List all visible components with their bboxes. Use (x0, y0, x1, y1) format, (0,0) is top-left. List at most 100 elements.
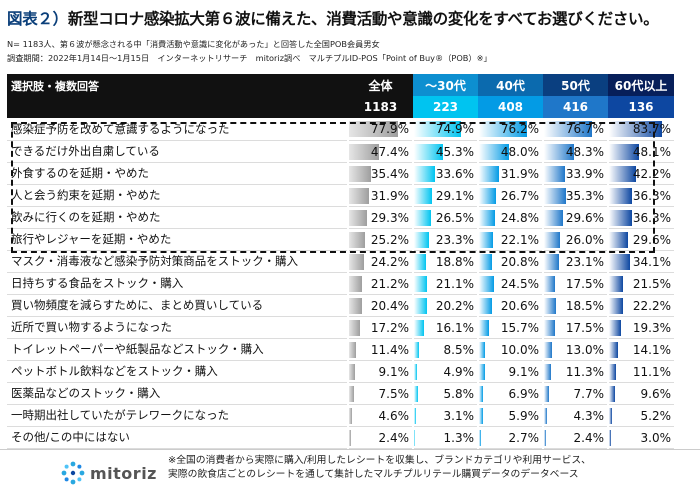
bar-c30 (414, 143, 443, 160)
header-row-names: 選択肢・複数回答 全体 ～30代 40代 50代 60代以上 (7, 74, 674, 118)
bar-total (349, 165, 372, 182)
table-row: 買い物頻度を減らすために、まとめ買いしている 20.4% 20.2% 20.6% 18.… (7, 294, 674, 317)
data-label: 2.4% (378, 430, 410, 445)
value-cell-c60: 36.3% (607, 206, 674, 229)
value-cell-total: 20.4% (347, 294, 413, 317)
value-cell-c30: 16.1% (412, 316, 478, 339)
bar-c50 (544, 143, 575, 160)
table-row: 外食するのを延期・やめた 35.4% 33.6% 31.9% 33.9% 42.2% (7, 162, 674, 185)
value-cell-c50: 7.7% (542, 382, 608, 405)
header-50s: 50代 (543, 74, 608, 96)
bar-total (349, 319, 360, 336)
mitoriz-logo: mitoriz (60, 460, 157, 486)
data-label: 35.3% (565, 188, 604, 203)
table-row: その他/この中にはない 2.4% 1.3% 2.7% 2.4% 3.0% (7, 426, 674, 449)
value-cell-c50: 35.3% (542, 184, 608, 207)
value-cell-total: 2.4% (347, 426, 413, 449)
data-label: 29.3% (370, 210, 409, 225)
bar-c60 (609, 209, 632, 226)
data-label: 31.9% (500, 166, 539, 181)
value-cell-c50: 2.4% (542, 426, 608, 449)
option-label: 医薬品などのストック・購入 (7, 382, 348, 405)
data-label: 13.0% (565, 342, 604, 357)
bar-c30 (414, 231, 429, 248)
table-row: ペットボトル飲料などをストック・購入 9.1% 4.9% 9.1% 11.3% 11.1% (7, 360, 674, 383)
data-label: 24.2% (370, 254, 409, 269)
header-total: 全体 (348, 74, 413, 96)
bar-c40 (479, 385, 484, 402)
footnote-line-2: 実際の飲食店ごとのレシートを通して集計したマルチプルリテール購買データのデータベ… (168, 469, 579, 480)
data-label: 11.4% (370, 342, 409, 357)
value-cell-c40: 24.8% (477, 206, 543, 229)
option-label: 買い物頻度を減らすために、まとめ買いしている (7, 294, 348, 317)
data-label: 22.2% (632, 298, 671, 313)
figure-number: 図表２） (7, 10, 68, 28)
bar-total (349, 187, 370, 204)
data-label: 7.5% (378, 386, 410, 401)
data-label: 29.6% (632, 232, 671, 247)
table-row: トイレットペーパーや紙製品などストック・購入 11.4% 8.5% 10.0% 13.0… (7, 338, 674, 361)
value-cell-c50: 17.5% (542, 316, 608, 339)
value-cell-c50: 48.3% (542, 140, 608, 163)
data-label: 5.8% (443, 386, 475, 401)
data-label: 5.2% (640, 408, 672, 423)
bar-c50 (544, 429, 546, 446)
value-cell-c60: 14.1% (607, 338, 674, 361)
mitoriz-logo-icon (61, 461, 85, 485)
value-cell-c30: 23.3% (412, 228, 478, 251)
data-label: 20.4% (370, 298, 409, 313)
sample-description: N= 1183人、第６波が懸念される中「消費活動や意識に変化があった」と回答した… (7, 39, 380, 49)
count-60plus: 136 (608, 96, 674, 118)
data-label: 14.1% (632, 342, 671, 357)
bar-c50 (544, 341, 553, 358)
header-row-counts: 1183 223 408 416 136 (7, 96, 674, 118)
table-row: 飲みに行くのを延期・やめた 29.3% 26.5% 24.8% 29.6% 36.3% (7, 206, 674, 229)
value-cell-c60: 21.5% (607, 272, 674, 295)
data-label: 42.2% (632, 166, 671, 181)
value-cell-total: 31.9% (347, 184, 413, 207)
option-label: ペットボトル飲料などをストック・購入 (7, 360, 348, 383)
data-label: 29.1% (435, 188, 474, 203)
value-cell-c40: 6.9% (477, 382, 543, 405)
option-label: 人と会う約束を延期・やめた (7, 184, 348, 207)
table-row: できるだけ外出自粛している 47.4% 45.3% 48.0% 48.3% 48.1% (7, 140, 674, 163)
bar-c40 (479, 429, 481, 446)
bar-total (349, 429, 351, 446)
data-label: 48.3% (565, 144, 604, 159)
bar-c40 (479, 231, 493, 248)
bar-c40 (479, 187, 496, 204)
bar-total (349, 253, 365, 270)
data-label: 76.2% (500, 122, 539, 136)
value-cell-total: 25.2% (347, 228, 413, 251)
bar-total (349, 341, 357, 358)
bar-c50 (544, 209, 563, 226)
data-label: 19.3% (632, 320, 671, 335)
data-label: 48.1% (632, 144, 671, 159)
data-label: 33.6% (435, 166, 474, 181)
count-total: 1183 (348, 96, 413, 118)
value-cell-c50: 18.5% (542, 294, 608, 317)
bar-c40 (479, 275, 495, 292)
data-label: 10.0% (500, 342, 539, 357)
data-label: 29.6% (565, 210, 604, 225)
value-cell-total: 47.4% (347, 140, 413, 163)
value-cell-c60: 5.2% (607, 404, 674, 427)
logo-text: mitoriz (90, 463, 157, 483)
value-cell-c30: 1.3% (412, 426, 478, 449)
bar-total (349, 121, 399, 137)
bar-total (349, 297, 362, 314)
survey-period: 調査期間：2022年1月14日～1月15日 インターネットリサーチ mitori… (7, 53, 492, 63)
bar-c30 (414, 407, 416, 424)
value-cell-c40: 48.0% (477, 140, 543, 163)
table-row: 旅行やレジャーを延期・やめた 25.2% 23.3% 22.1% 26.0% 29.6% (7, 228, 674, 251)
bar-c30 (414, 275, 428, 292)
data-label: 48.0% (500, 144, 539, 159)
value-cell-c30: 18.8% (412, 250, 478, 273)
bar-c50 (544, 407, 547, 424)
bar-c30 (414, 165, 436, 182)
value-cell-c50: 23.1% (542, 250, 608, 273)
bar-c50 (544, 187, 567, 204)
bar-c40 (479, 253, 493, 270)
bar-total (349, 385, 354, 402)
data-label: 23.3% (435, 232, 474, 247)
